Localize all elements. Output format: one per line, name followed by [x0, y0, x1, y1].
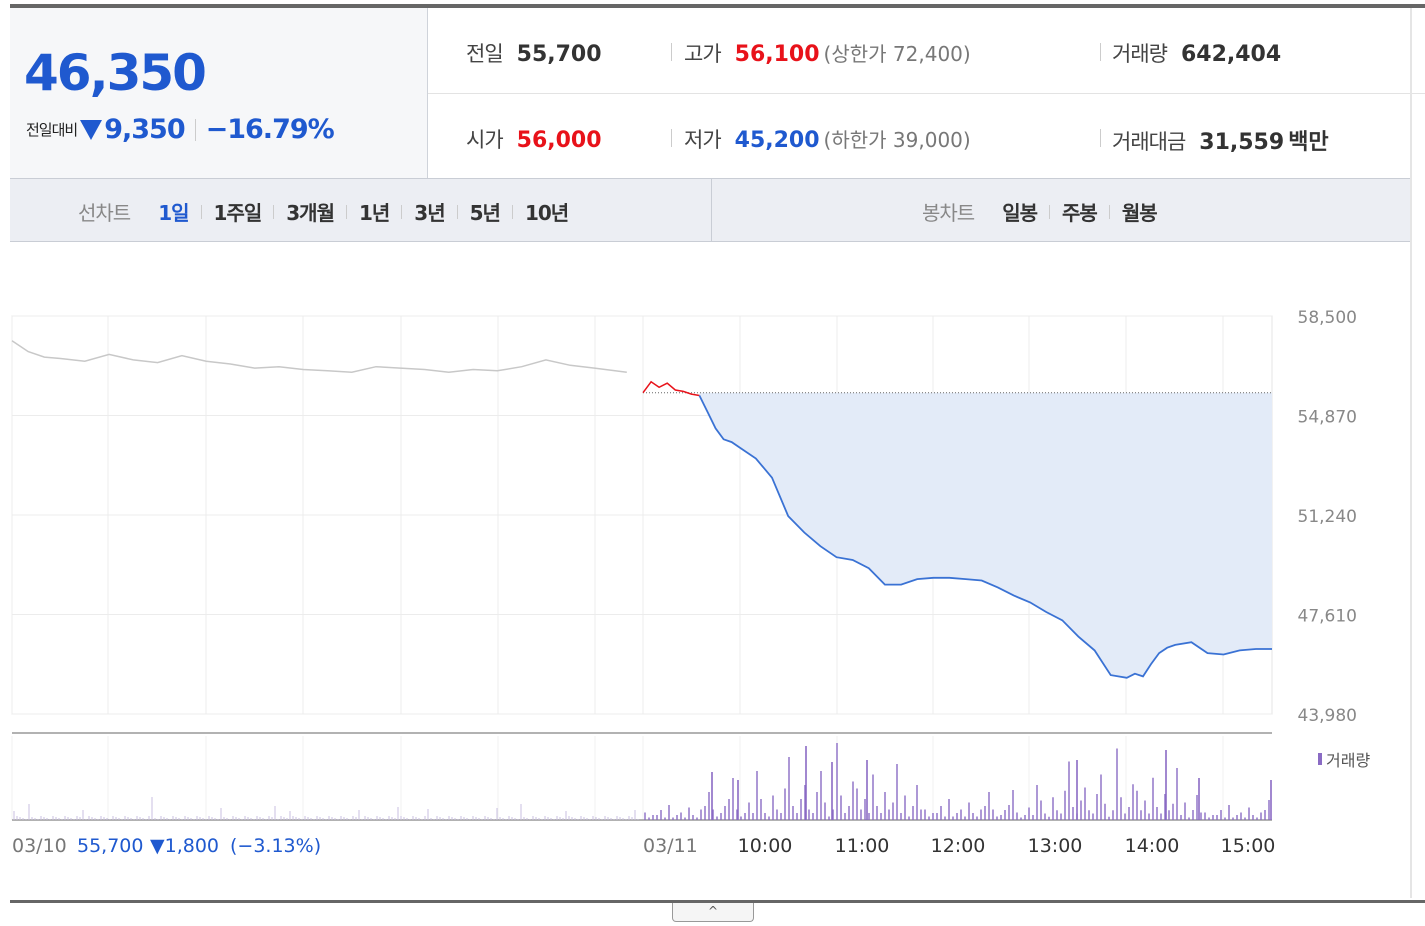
- line-chart-tabs: 선차트 1일 1주일 3개월 1년 3년 5년 10년: [78, 197, 580, 226]
- change-row: 전일대비 9,350 −16.79%: [26, 114, 335, 145]
- prev-day-pct: (−3.13%): [230, 835, 321, 857]
- change-label: 전일대비: [26, 121, 78, 139]
- x-tick-label: 10:00: [738, 835, 793, 857]
- y-tick-label: 51,240: [1298, 507, 1357, 527]
- tab-separator: [200, 204, 202, 219]
- stat-volume: 거래량 642,404: [1112, 38, 1281, 68]
- candle-chart-tabs: 봉차트 일봉 주봉 월봉: [922, 197, 1169, 226]
- chevron-up-icon: ^: [707, 904, 719, 918]
- stat-label: 거래량: [1112, 42, 1168, 66]
- top-border: [10, 4, 1425, 8]
- stat-value: 56,100: [734, 42, 820, 67]
- change-percent: −16.79%: [205, 114, 335, 145]
- stat-high: 고가 56,100 (상한가 72,400): [684, 38, 971, 68]
- stat-separator: [1100, 129, 1101, 147]
- y-tick-label: 43,980: [1298, 706, 1357, 726]
- x-tick-label: 14:00: [1125, 835, 1180, 857]
- tab-3m[interactable]: 3개월: [286, 201, 335, 225]
- today-up-price-line: [642, 380, 700, 397]
- tab-separator: [345, 204, 347, 219]
- tab-1w[interactable]: 1주일: [213, 201, 263, 225]
- right-border: [1410, 8, 1412, 898]
- tab-separator: [1108, 204, 1110, 219]
- chart-tab-bar: 선차트 1일 1주일 3개월 1년 3년 5년 10년 봉차트 일봉 주봉 월봉: [10, 178, 1410, 242]
- tab-daily-candle[interactable]: 일봉: [1002, 201, 1038, 225]
- tab-separator: [511, 204, 513, 219]
- tab-separator: [1049, 204, 1051, 219]
- volume-legend-label: 거래량: [1326, 751, 1370, 770]
- current-price: 46,350: [24, 44, 207, 102]
- stat-value: 642,404: [1180, 42, 1282, 67]
- y-tick-label: 47,610: [1298, 607, 1357, 627]
- stat-value: 45,200: [734, 128, 820, 153]
- stat-value: 31,559: [1199, 130, 1285, 155]
- x-tick-label: 03/10: [12, 835, 67, 857]
- stat-label: 저가: [684, 128, 722, 152]
- x-tick-label: 12:00: [931, 835, 986, 857]
- price-summary: 46,350 전일대비 9,350 −16.79%: [10, 8, 428, 178]
- down-triangle-icon: [80, 119, 103, 140]
- stat-label: 전일: [466, 42, 504, 66]
- stats-divider: [428, 93, 1425, 94]
- below-reference-fill: [699, 392, 1272, 678]
- x-tick-label: 13:00: [1028, 835, 1083, 857]
- y-tick-label: 54,870: [1298, 408, 1357, 428]
- stat-separator: [671, 129, 672, 147]
- tab-3y[interactable]: 3년: [414, 201, 445, 225]
- today-price-line: [698, 395, 1272, 679]
- tab-10y[interactable]: 10년: [524, 201, 569, 225]
- line-chart-heading: 선차트: [78, 201, 131, 225]
- candle-chart-heading: 봉차트: [922, 201, 975, 225]
- tab-separator: [456, 204, 458, 219]
- price-stats: 전일 55,700 고가 56,100 (상한가 72,400) 거래량 642…: [428, 8, 1425, 178]
- y-tick-label: 58,500: [1298, 308, 1357, 328]
- stat-value: 56,000: [516, 128, 602, 153]
- amount-unit: 백만: [1288, 130, 1329, 155]
- change-separator: [194, 118, 196, 141]
- stat-label: 고가: [684, 42, 722, 66]
- price-chart: 58,500 54,870 51,240 47,610 43,980 거래량 03/10 03…: [11, 308, 1370, 857]
- stat-value: 55,700: [516, 42, 602, 67]
- collapse-toggle-button[interactable]: ^: [672, 903, 754, 922]
- stat-label: 시가: [466, 128, 504, 152]
- x-tick-label: 03/11: [643, 835, 698, 857]
- x-tick-label: 15:00: [1221, 835, 1276, 857]
- tab-1y[interactable]: 1년: [358, 201, 390, 225]
- stat-prev-close: 전일 55,700: [466, 38, 602, 68]
- tab-separator: [401, 204, 403, 219]
- tab-weekly-candle[interactable]: 주봉: [1062, 201, 1098, 225]
- stat-amount: 거래대금 31,559 백만: [1112, 124, 1329, 156]
- tab-5y[interactable]: 5년: [469, 201, 501, 225]
- prev-day-price-line: [11, 340, 627, 373]
- stat-separator: [671, 43, 672, 61]
- stat-open: 시가 56,000: [466, 124, 602, 154]
- prev-day-change: ▼1,800: [150, 835, 219, 857]
- tab-bar-divider: [711, 179, 712, 241]
- bottom-border: [10, 900, 1425, 903]
- stat-separator: [1100, 43, 1101, 61]
- stat-label: 거래대금: [1112, 130, 1186, 154]
- tab-monthly-candle[interactable]: 월봉: [1121, 201, 1158, 225]
- change-value: 9,350: [104, 114, 185, 145]
- prev-day-close: 55,700: [77, 835, 143, 857]
- stat-low: 저가 45,200 (하한가 39,000): [684, 124, 971, 154]
- x-tick-label: 11:00: [835, 835, 890, 857]
- upper-limit: (상한가 72,400): [823, 42, 971, 66]
- volume-legend-swatch: [1318, 753, 1322, 765]
- tab-1d[interactable]: 1일: [158, 201, 189, 225]
- tab-separator: [273, 204, 275, 219]
- lower-limit: (하한가 39,000): [823, 128, 971, 152]
